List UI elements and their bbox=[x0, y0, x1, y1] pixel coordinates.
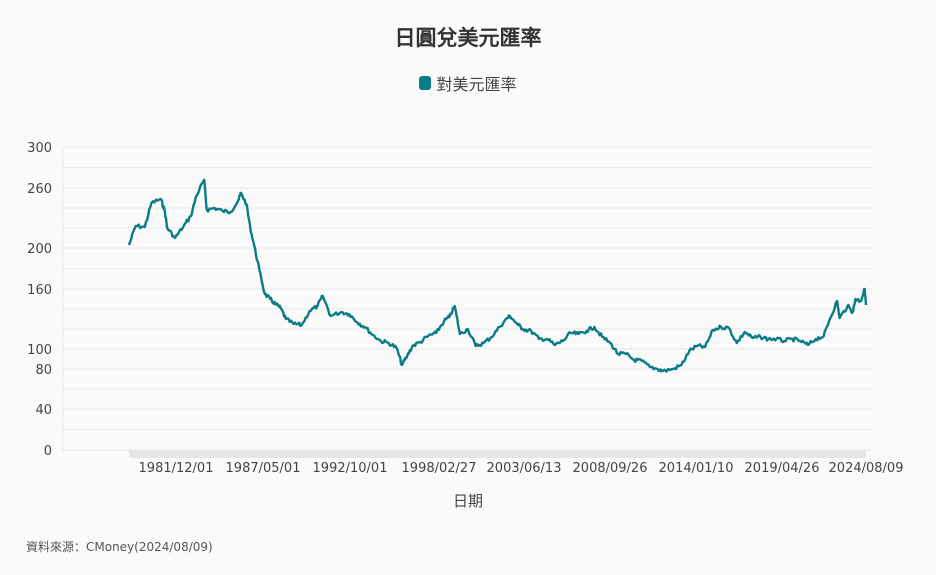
x-tick-label: 1981/12/01 bbox=[139, 461, 214, 476]
x-tick-label: 2019/04/26 bbox=[745, 461, 820, 476]
chart-title: 日圓兌美元匯率 bbox=[394, 26, 542, 50]
series-layer[interactable] bbox=[127, 178, 868, 373]
x-tick-label: 2014/01/10 bbox=[659, 461, 734, 476]
y-tick-label: 0 bbox=[44, 444, 52, 459]
navigator-bar[interactable] bbox=[129, 450, 866, 458]
x-axis: 1981/12/01 1987/05/01 1992/10/01 1998/02/27… bbox=[139, 461, 904, 476]
series-line[interactable] bbox=[127, 178, 868, 373]
x-tick-label: 1987/05/01 bbox=[226, 461, 301, 476]
y-tick-label: 40 bbox=[35, 403, 52, 418]
x-tick-label: 1992/10/01 bbox=[313, 461, 388, 476]
y-tick-label: 260 bbox=[27, 182, 52, 197]
grid-lines bbox=[62, 146, 872, 451]
y-tick-label: 200 bbox=[27, 242, 52, 257]
y-tick-label: 80 bbox=[35, 363, 52, 378]
legend-swatch bbox=[419, 76, 432, 90]
y-tick-label: 100 bbox=[27, 343, 52, 358]
x-tick-label: 2008/09/26 bbox=[573, 461, 648, 476]
legend-label[interactable]: 對美元匯率 bbox=[436, 75, 517, 94]
y-tick-label: 160 bbox=[27, 283, 52, 298]
y-axis: 0 40 80 100 160 200 260 300 bbox=[27, 141, 52, 459]
y-tick-label: 300 bbox=[27, 141, 52, 156]
source-note: 資料來源：CMoney(2024/08/09) bbox=[26, 540, 213, 554]
legend[interactable]: 對美元匯率 bbox=[0, 71, 936, 95]
x-tick-label: 1998/02/27 bbox=[402, 461, 477, 476]
x-tick-label: 2024/08/09 bbox=[829, 461, 904, 476]
x-tick-label: 2003/06/13 bbox=[487, 461, 562, 476]
x-axis-title: 日期 bbox=[453, 492, 483, 510]
